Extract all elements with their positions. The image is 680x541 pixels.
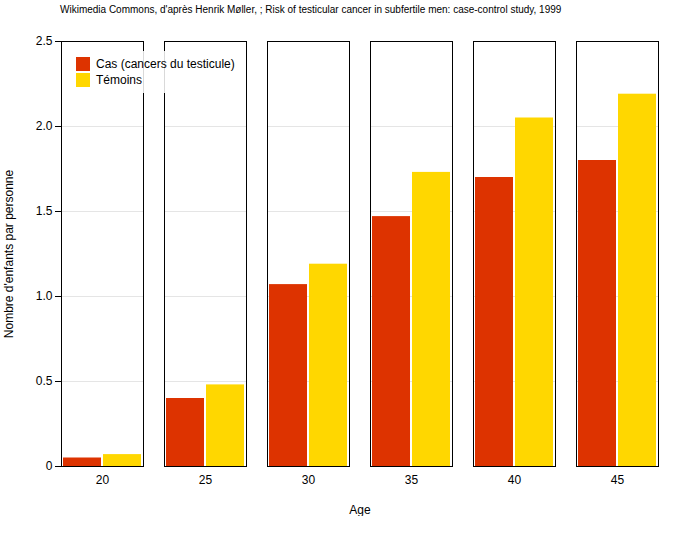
svg-text:30: 30: [302, 473, 316, 487]
svg-text:40: 40: [508, 473, 522, 487]
svg-text:Nombre d'enfants par personne: Nombre d'enfants par personne: [2, 169, 16, 338]
html-text:Témoins: Témoins: [96, 72, 142, 87]
svg-text:1.0: 1.0: [36, 289, 53, 303]
svg-text:1.5: 1.5: [36, 204, 53, 218]
svg-text:0: 0: [46, 459, 53, 473]
svg-text:Age: Age: [349, 502, 371, 516]
svg-text:25: 25: [199, 473, 213, 487]
svg-text:2.0: 2.0: [36, 119, 53, 133]
svg-text:20: 20: [96, 473, 110, 487]
html-text:Cas (cancers du testicule): Cas (cancers du testicule): [96, 56, 235, 71]
svg-text:35: 35: [405, 473, 419, 487]
svg-text:45: 45: [611, 473, 625, 487]
html-text:Wikimedia Commons, d'après Hen: Wikimedia Commons, d'après Henrik Møller…: [60, 4, 562, 15]
svg-text:2.5: 2.5: [36, 34, 53, 48]
svg-text:0.5: 0.5: [36, 374, 53, 388]
